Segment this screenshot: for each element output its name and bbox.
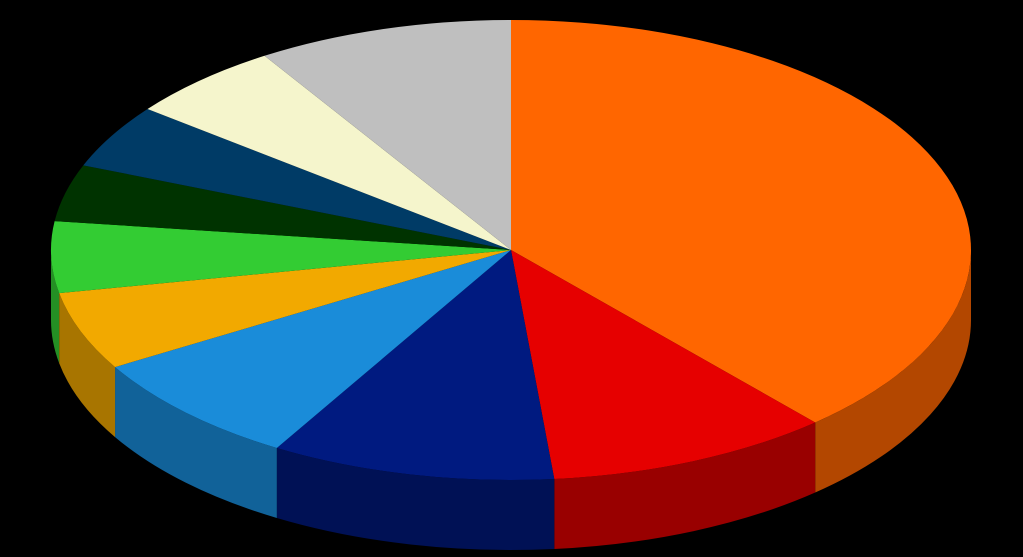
- pie-chart-3d: [0, 0, 1023, 557]
- pie-chart-svg: [0, 0, 1023, 557]
